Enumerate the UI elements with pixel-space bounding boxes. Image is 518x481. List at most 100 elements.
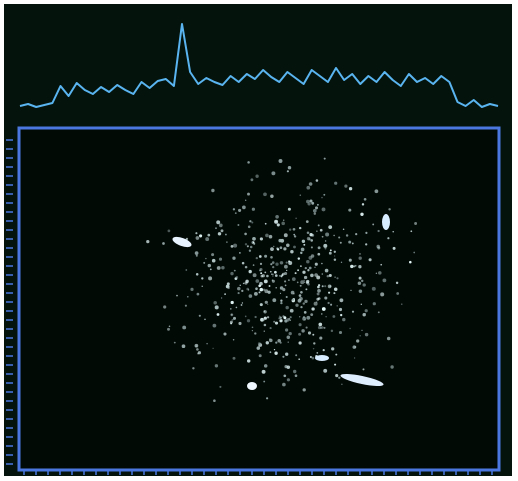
speckle: [304, 281, 305, 282]
speckle: [285, 328, 288, 331]
speckle: [196, 346, 197, 347]
speckle: [277, 248, 279, 250]
speckle: [306, 280, 309, 283]
speckle: [270, 247, 274, 251]
speckle: [284, 272, 287, 275]
speckle: [329, 252, 332, 255]
speckle: [216, 220, 220, 224]
speckle: [380, 264, 382, 266]
speckle: [233, 357, 236, 360]
speckle: [323, 194, 325, 196]
speckle: [314, 273, 318, 277]
speckle: [259, 255, 262, 258]
speckle: [252, 330, 253, 331]
speckle: [310, 274, 314, 278]
speckle: [146, 240, 149, 243]
speckle: [289, 229, 291, 231]
speckle: [225, 234, 227, 236]
speckle: [324, 158, 326, 160]
speckle: [317, 289, 321, 293]
speckle: [213, 399, 216, 402]
speckle: [280, 302, 282, 304]
speckle: [297, 269, 299, 271]
speckle: [260, 288, 264, 292]
speckle: [410, 230, 412, 232]
speckle: [275, 263, 278, 266]
speckle: [321, 313, 322, 314]
speckle: [271, 273, 273, 275]
speckle: [306, 316, 310, 320]
speckle: [329, 274, 332, 277]
speckle: [254, 316, 256, 318]
speckle: [247, 359, 250, 362]
speckle: [387, 337, 391, 341]
speckle: [334, 276, 336, 278]
speckle: [231, 301, 234, 304]
speckle: [328, 225, 332, 229]
speckle: [282, 383, 286, 387]
speckle: [202, 286, 203, 287]
speckle: [251, 221, 253, 223]
speckle: [279, 319, 282, 322]
speckle: [263, 289, 265, 291]
speckle: [270, 263, 272, 265]
speckle: [327, 275, 329, 277]
speckle: [313, 209, 317, 213]
speckle: [311, 202, 314, 205]
speckle: [323, 349, 325, 351]
speckle: [338, 377, 340, 379]
speckle: [349, 259, 352, 262]
speckle: [350, 290, 351, 291]
speckle: [338, 236, 340, 238]
speckle: [232, 257, 235, 260]
speckle: [339, 331, 342, 334]
speckle: [301, 248, 305, 252]
speckle: [372, 287, 376, 291]
speckle: [238, 209, 241, 212]
speckle: [230, 308, 232, 310]
speckle: [316, 298, 319, 301]
speckle: [195, 232, 197, 234]
speckle: [217, 313, 220, 316]
speckle: [308, 238, 310, 240]
speckle: [285, 285, 287, 287]
speckle: [269, 285, 271, 287]
speckle: [317, 204, 319, 206]
speckle: [258, 284, 261, 287]
speckle: [290, 320, 291, 321]
speckle: [306, 327, 308, 329]
speckle: [169, 326, 171, 328]
speckle: [185, 305, 187, 307]
speckle: [334, 255, 335, 256]
speckle: [245, 280, 248, 283]
speckle: [376, 245, 379, 248]
speckle: [245, 266, 248, 269]
speckle: [377, 230, 379, 232]
speckle: [314, 212, 316, 214]
speckle: [280, 293, 281, 294]
speckle: [348, 209, 351, 212]
speckle: [294, 235, 296, 237]
speckle: [265, 234, 269, 238]
speckle: [228, 287, 230, 289]
speckle: [235, 212, 237, 214]
speckle: [300, 306, 302, 308]
speckle: [279, 275, 281, 277]
speckle: [380, 292, 384, 296]
speckle: [266, 275, 269, 278]
speckle: [259, 268, 262, 271]
speckle: [330, 249, 332, 251]
speckle: [192, 367, 194, 369]
speckle: [390, 365, 393, 368]
speckle: [275, 322, 278, 325]
speckle: [205, 237, 209, 241]
speckle: [249, 220, 251, 222]
speckle: [315, 206, 318, 209]
speckle: [343, 228, 345, 230]
speckle: [230, 272, 233, 275]
bright-spot: [382, 214, 390, 230]
speckle: [288, 260, 290, 262]
speckle: [328, 292, 330, 294]
speckle: [247, 193, 250, 196]
speckle: [365, 333, 368, 336]
